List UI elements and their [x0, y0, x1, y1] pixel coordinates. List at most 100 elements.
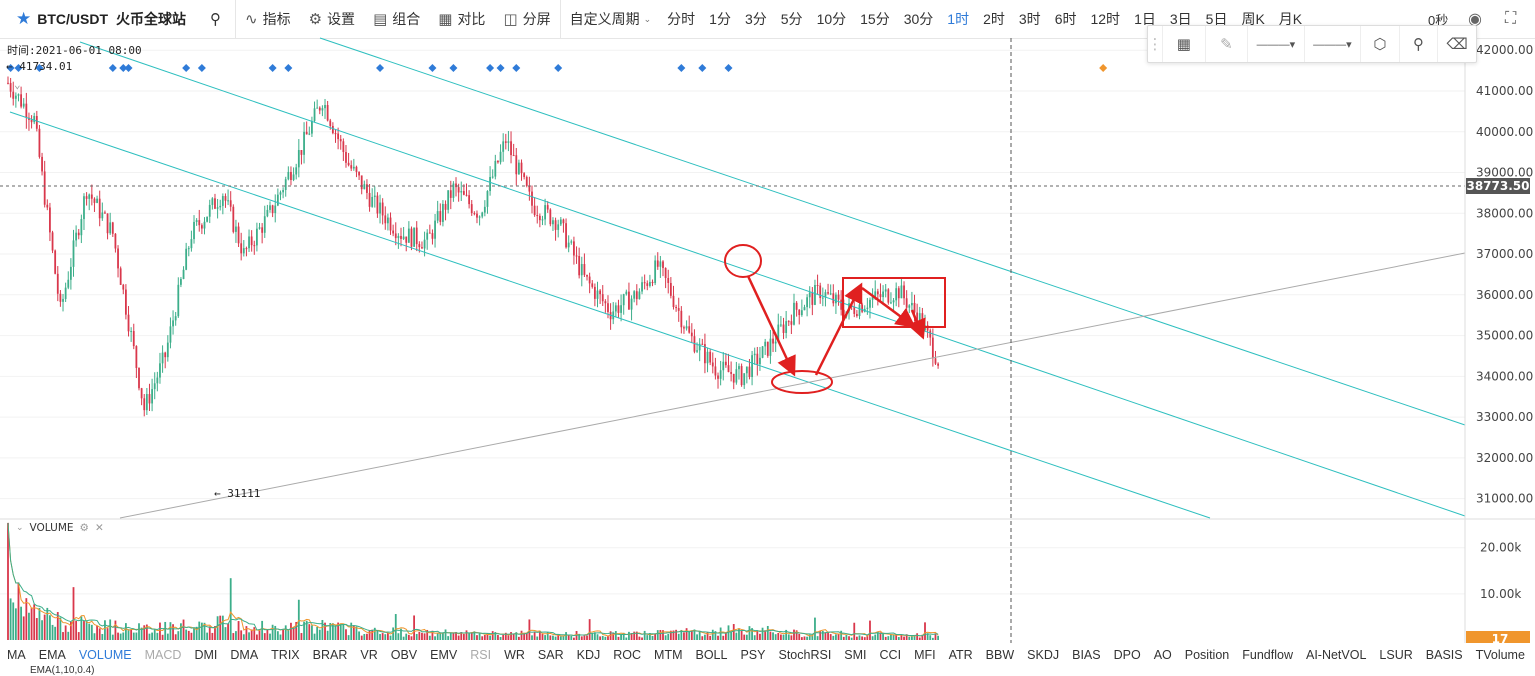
- indicator-tab-trix[interactable]: TRIX: [271, 648, 300, 662]
- signal-marker-blue[interactable]: [35, 64, 44, 72]
- period-10[interactable]: 6时: [1054, 11, 1077, 27]
- period-13[interactable]: 3日: [1169, 11, 1192, 27]
- split-screen-button[interactable]: ◫ 分屏: [494, 0, 559, 38]
- custom-period-dropdown[interactable]: 自定义周期 ⌄: [561, 0, 661, 38]
- period-16[interactable]: 月K: [1278, 11, 1303, 27]
- indicator-tab-boll[interactable]: BOLL: [695, 648, 728, 662]
- period-12[interactable]: 1日: [1134, 11, 1156, 27]
- drag-handle[interactable]: ⋮: [1148, 26, 1163, 62]
- indicator-tab-smi[interactable]: SMI: [844, 648, 867, 662]
- signal-marker-blue[interactable]: [486, 64, 495, 72]
- lock-button[interactable]: ⚲: [1400, 26, 1439, 62]
- channel-upper-line[interactable]: [319, 37, 1466, 426]
- signal-marker-orange[interactable]: [1099, 64, 1108, 72]
- indicator-tab-rsi[interactable]: RSI: [470, 648, 492, 662]
- period-8[interactable]: 2时: [983, 11, 1005, 27]
- indicator-button[interactable]: ∿ 指标: [236, 0, 300, 38]
- annotation-arrow-2[interactable]: [814, 282, 863, 376]
- indicator-tab-bias[interactable]: BIAS: [1072, 648, 1101, 662]
- indicator-tab-ao[interactable]: AO: [1153, 648, 1172, 662]
- period-9[interactable]: 3时: [1018, 11, 1041, 27]
- indicator-tab-vr[interactable]: VR: [360, 648, 378, 662]
- period-4[interactable]: 10分: [816, 11, 847, 27]
- signal-marker-blue[interactable]: [284, 64, 293, 72]
- signal-marker-blue[interactable]: [124, 64, 133, 72]
- signal-marker-blue[interactable]: [376, 64, 385, 72]
- fullscreen-button[interactable]: ⛶: [1505, 0, 1516, 38]
- signal-marker-blue[interactable]: [512, 64, 521, 72]
- symbol-selector[interactable]: ★ BTC/USDT 火币全球站: [0, 9, 196, 29]
- gear-icon[interactable]: ⚙: [79, 522, 89, 534]
- pencil-button[interactable]: ✎: [1206, 26, 1249, 62]
- indicator-tab-position[interactable]: Position: [1184, 648, 1230, 662]
- signal-marker-blue[interactable]: [677, 64, 686, 72]
- period-5[interactable]: 15分: [860, 11, 890, 27]
- line-width-dropdown[interactable]: ———▾: [1305, 26, 1362, 62]
- signal-marker-blue[interactable]: [449, 64, 458, 72]
- period-6[interactable]: 30分: [903, 11, 934, 27]
- signal-marker-blue[interactable]: [182, 64, 191, 72]
- indicator-tab-mtm[interactable]: MTM: [654, 648, 683, 662]
- period-11[interactable]: 12时: [1090, 11, 1121, 27]
- indicator-tab-dma[interactable]: DMA: [230, 648, 259, 662]
- settings-draw-button[interactable]: ⬡: [1361, 26, 1400, 62]
- signal-marker-blue[interactable]: [554, 64, 563, 72]
- signal-marker-blue[interactable]: [428, 64, 437, 72]
- signal-marker-blue[interactable]: [496, 64, 505, 72]
- period-1[interactable]: 1分: [709, 11, 731, 27]
- indicator-tab-cci[interactable]: CCI: [879, 648, 902, 662]
- annotation-arrow-1[interactable]: [746, 275, 796, 377]
- indicator-tab-ftbs[interactable]: FTBS: [1531, 648, 1535, 662]
- screenshot-button[interactable]: ◉: [1468, 0, 1482, 38]
- indicator-tab-tvolume[interactable]: TVolume: [1475, 648, 1525, 662]
- indicator-tab-psy[interactable]: PSY: [740, 648, 766, 662]
- period-15[interactable]: 周K: [1241, 11, 1265, 27]
- indicator-tab-dpo[interactable]: DPO: [1113, 648, 1141, 662]
- volume-axis[interactable]: 20.00k 10.00k: [1480, 541, 1521, 601]
- signal-marker-blue[interactable]: [197, 64, 206, 72]
- signal-marker-blue[interactable]: [268, 64, 277, 72]
- price-chart[interactable]: 42000.00 41000.00 40000.00 39000.00 38000.00…: [0, 0, 1535, 643]
- close-icon[interactable]: ✕: [94, 522, 104, 534]
- indicator-tab-mfi[interactable]: MFI: [914, 648, 936, 662]
- channel-lower-line[interactable]: [9, 111, 1211, 519]
- annotation-circle-bottom[interactable]: [771, 370, 833, 394]
- template-button[interactable]: ▦: [1163, 26, 1206, 62]
- period-0[interactable]: 分时: [667, 11, 696, 27]
- indicator-tab-basis[interactable]: BASIS: [1425, 648, 1463, 662]
- indicator-tab-volume[interactable]: VOLUME: [78, 648, 132, 662]
- indicator-tab-atr[interactable]: ATR: [948, 648, 973, 662]
- indicator-tab-lsur[interactable]: LSUR: [1379, 648, 1413, 662]
- collapse-icon[interactable]: ⌄: [16, 523, 24, 533]
- indicator-tab-sar[interactable]: SAR: [537, 648, 564, 662]
- annotation-arrow-4[interactable]: [907, 309, 926, 340]
- collapse-chevron-icon[interactable]: ⌄: [14, 78, 21, 91]
- signal-marker-blue[interactable]: [724, 64, 733, 72]
- delete-button[interactable]: ⌫: [1438, 26, 1476, 62]
- annotation-circle-top[interactable]: [724, 244, 762, 278]
- channel-middle-line[interactable]: [79, 41, 1466, 517]
- period-3[interactable]: 5分: [780, 11, 803, 27]
- indicator-tab-macd[interactable]: MACD: [144, 648, 182, 662]
- signal-marker-blue[interactable]: [14, 64, 23, 72]
- layout-button[interactable]: ▤ 组合: [364, 0, 429, 38]
- signal-marker-blue[interactable]: [698, 64, 707, 72]
- indicator-tab-ai-netvol[interactable]: AI-NetVOL: [1305, 648, 1367, 662]
- signal-marker-blue[interactable]: [6, 64, 15, 72]
- indicator-tab-wr[interactable]: WR: [504, 648, 525, 662]
- indicator-tab-dmi[interactable]: DMI: [194, 648, 218, 662]
- indicator-tab-skdj[interactable]: SKDJ: [1027, 648, 1060, 662]
- indicator-tab-stochrsi[interactable]: StochRSI: [778, 648, 832, 662]
- indicator-tab-obv[interactable]: OBV: [390, 648, 418, 662]
- indicator-tab-ma[interactable]: MA: [7, 648, 26, 662]
- indicator-tab-brar[interactable]: BRAR: [312, 648, 348, 662]
- price-axis[interactable]: 42000.00 41000.00 40000.00 39000.00 38000.00…: [1476, 43, 1533, 505]
- indicator-tab-bbw[interactable]: BBW: [985, 648, 1015, 662]
- indicator-tab-fundflow[interactable]: Fundflow: [1242, 648, 1293, 662]
- indicator-tab-kdj[interactable]: KDJ: [576, 648, 601, 662]
- settings-button[interactable]: ⚙ 设置: [300, 0, 364, 38]
- indicator-tab-ema[interactable]: EMA: [38, 648, 66, 662]
- line-style-dropdown[interactable]: ———▾: [1248, 26, 1305, 62]
- period-7[interactable]: 1时: [947, 11, 970, 27]
- indicator-tab-emv[interactable]: EMV: [430, 648, 458, 662]
